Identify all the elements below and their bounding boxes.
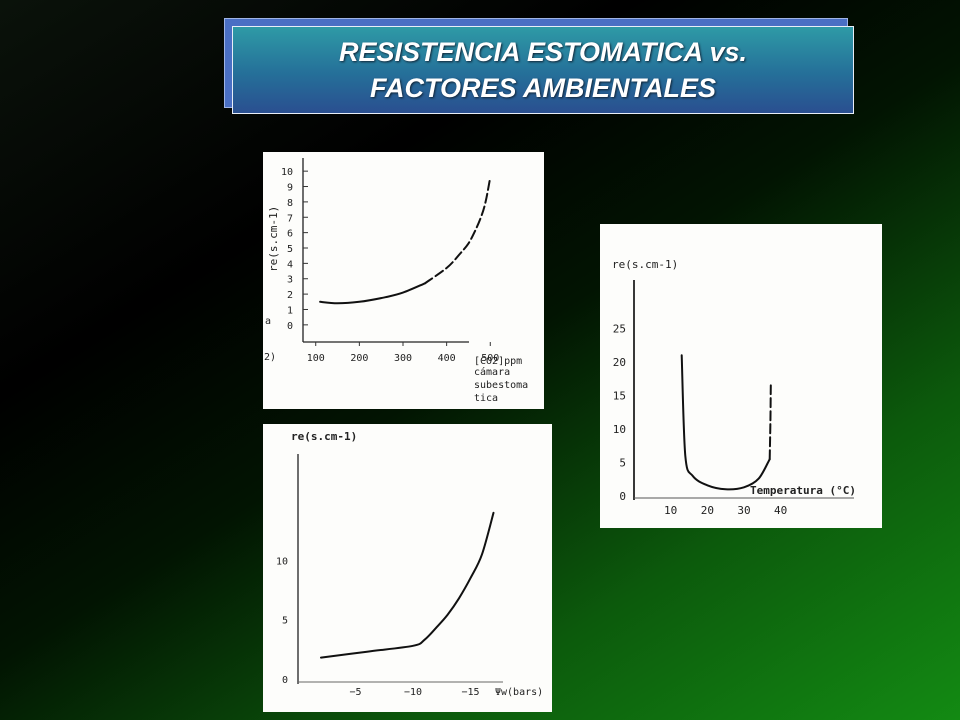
co2-ytick-label: 10 [281, 167, 293, 178]
temp-series-dashed-1 [768, 384, 772, 461]
psi-ytick-label: 0 [282, 675, 288, 686]
temp-ytick-label: 10 [613, 423, 626, 436]
temp-ytick-label: 0 [619, 490, 626, 503]
co2-xtick-label: 200 [350, 353, 368, 364]
co2-xtick-label: 300 [394, 353, 412, 364]
co2-xtick-label: 500 [481, 353, 499, 364]
co2-ytick-label: 1 [287, 305, 293, 316]
co2-left-fragment-2: 2) [264, 352, 276, 363]
temperature-chart: re(s.cm-1) Temperatura (°C) 0 5 10 15 20 25 10… [612, 258, 856, 517]
temp-xtick-label: 10 [664, 504, 677, 517]
co2-ytick-label: 0 [287, 321, 293, 332]
co2-ytick-label: 9 [287, 183, 293, 194]
temperature-chart-panel: re(s.cm-1) Temperatura (°C) 0 5 10 15 20 25 10… [600, 224, 882, 528]
co2-series-solid-0 [319, 282, 426, 305]
co2-series-dashed-1 [423, 176, 492, 285]
co2-xtick-label: 400 [438, 353, 456, 364]
temp-ytick-label: 20 [613, 356, 626, 369]
co2-ytick-label: 7 [287, 213, 293, 224]
temp-xtick-label: 30 [737, 504, 750, 517]
co2-ytick-label: 6 [287, 229, 293, 240]
psi-series-solid-0 [320, 511, 495, 659]
temp-ytick-label: 15 [613, 390, 626, 403]
title-line-2: FACTORES AMBIENTALES [369, 73, 717, 103]
co2-ytick-label: 5 [287, 244, 293, 255]
co2-xlabel-line4: tica [474, 393, 498, 404]
co2-ytick-label: 2 [287, 290, 293, 301]
psi-ylabel: re(s.cm-1) [291, 430, 357, 443]
co2-xtick-label: 100 [307, 353, 325, 364]
temp-xtick-label: 40 [774, 504, 787, 517]
title-line-1: RESISTENCIA ESTOMATICA vs. [338, 37, 748, 67]
psi-xtick-label: −15 [461, 687, 479, 698]
co2-chart-panel: re(s.cm-1) a 2) [CO2]ppm cámara subestom… [263, 152, 544, 409]
co2-ytick-label: 3 [287, 275, 293, 286]
psi-ytick-label: 5 [282, 616, 288, 627]
temp-series-solid-0 [680, 354, 771, 491]
title-box: RESISTENCIA ESTOMATICA vs. FACTORES AMBI… [232, 26, 854, 114]
water-potential-chart: re(s.cm-1) Ψw(bars) 0 5 10 −5 −10 −15 [276, 430, 543, 698]
co2-ylabel: re(s.cm-1) [267, 206, 280, 272]
water-potential-chart-panel: re(s.cm-1) Ψw(bars) 0 5 10 −5 −10 −15 [263, 424, 552, 712]
co2-ytick-label: 4 [287, 259, 293, 270]
temp-ytick-label: 25 [613, 323, 626, 336]
title-banner: RESISTENCIA ESTOMATICA vs. FACTORES AMBI… [224, 18, 856, 116]
co2-left-fragment-a: a [265, 316, 271, 327]
temp-ytick-label: 5 [619, 457, 626, 470]
psi-xlabel: Ψw(bars) [495, 687, 543, 698]
co2-ytick-label: 8 [287, 198, 293, 209]
psi-xtick-label: −5 [349, 687, 361, 698]
psi-xtick-label: −10 [404, 687, 422, 698]
temp-xtick-label: 20 [701, 504, 714, 517]
co2-xlabel-line2: cámara [474, 366, 510, 378]
psi-ytick-label: 10 [276, 556, 288, 567]
co2-xlabel-line3: subestoma [474, 380, 528, 391]
temp-xlabel: Temperatura (°C) [750, 484, 856, 497]
co2-chart: re(s.cm-1) a 2) [CO2]ppm cámara subestom… [264, 158, 528, 404]
temp-ylabel: re(s.cm-1) [612, 258, 678, 271]
co2-xlabel-line1: [CO2]ppm [474, 356, 522, 367]
